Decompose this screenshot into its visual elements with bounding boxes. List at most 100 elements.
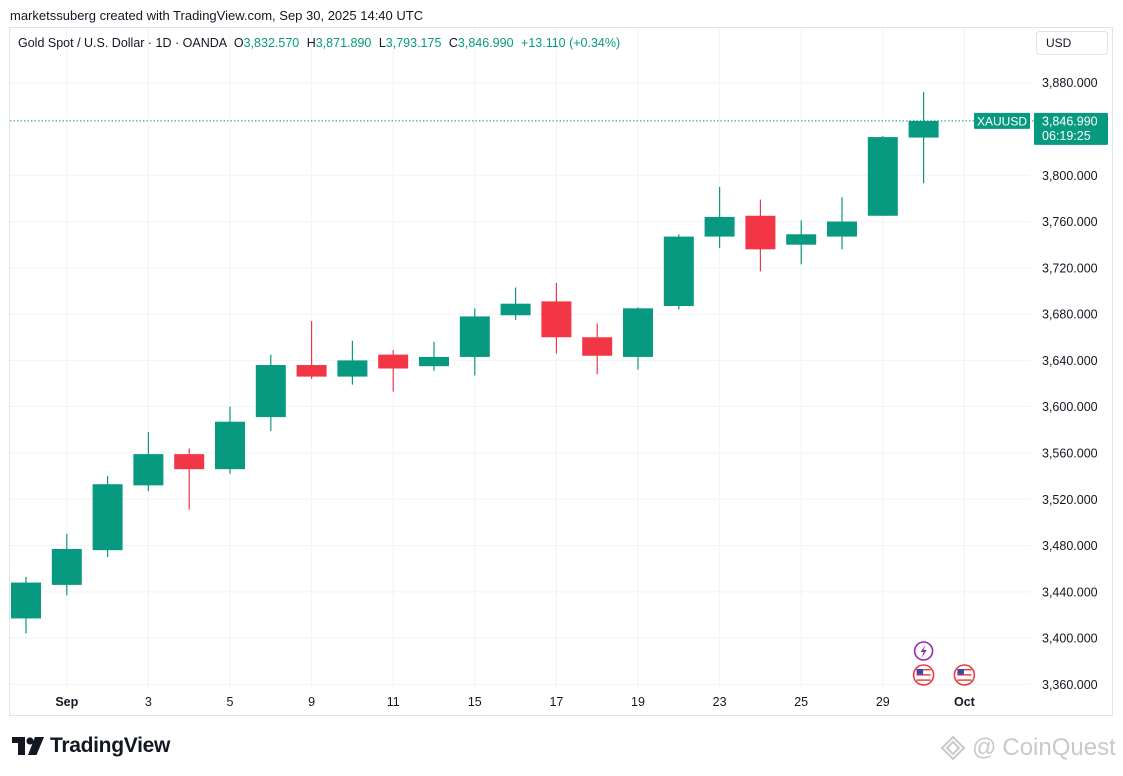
x-tick-label: 15 [468,695,482,709]
candle[interactable] [867,135,898,216]
ticker-tag-label: XAUUSD [977,114,1027,128]
candle-body [786,234,817,245]
lightning-bolt [920,645,927,658]
x-tick-label: 11 [387,695,400,709]
legend-symbol: Gold Spot / U.S. Dollar · 1D · OANDA [18,36,227,50]
ticker-tag: XAUUSD [974,112,1030,129]
candle[interactable] [704,186,735,249]
candle-body [704,216,735,237]
candle[interactable] [745,199,776,272]
chart-frame [9,27,1113,716]
candle-body [500,303,531,316]
watermark-at-sign: @ [972,734,997,761]
candle[interactable] [337,340,368,385]
candle[interactable] [786,220,817,265]
legend-high-label: H [306,36,316,50]
flag-stripe [957,671,972,673]
candle-body [541,301,572,338]
y-tick-label: 3,880.000 [1042,76,1098,90]
x-tick-label: 9 [308,695,315,709]
price-countdown: 06:19:25 [1042,129,1091,143]
candle[interactable] [378,349,409,392]
candle[interactable] [92,476,123,558]
x-tick-label: 25 [794,695,808,709]
y-tick-label: 3,560.000 [1042,446,1098,460]
symbol-legend: Gold Spot / U.S. Dollar · 1D · OANDA O 3,… [18,36,620,50]
last-price-value: 3,846.990 [1042,114,1098,128]
y-tick-label: 3,440.000 [1042,585,1098,599]
flag-stripe [957,676,972,679]
flag-stripe [957,669,972,671]
candle[interactable] [663,234,694,310]
candle-body [459,316,490,357]
candle[interactable] [419,341,449,371]
flag-stripe [916,674,931,676]
candle-body [296,365,327,377]
lightning-event-icon[interactable] [913,641,934,661]
chart-attribution: marketssuberg created with TradingView.c… [10,8,424,23]
x-tick-label: 3 [145,695,152,709]
candle-body [663,236,694,307]
tradingview-logo[interactable]: TradingView [12,734,170,758]
candle[interactable] [174,448,205,510]
candle-body [255,365,286,418]
y-tick-label: 3,360.000 [1042,678,1098,692]
legend-low-value: 3,793.175 [385,36,442,50]
candle[interactable] [623,307,653,370]
event-markers [912,641,976,686]
grid-lines [10,28,1030,688]
legend-close-value: 3,846.990 [457,36,514,50]
candle-body [419,356,449,367]
watermark-diamond-icon [940,735,966,761]
legend-low-label: L [378,36,386,50]
candle[interactable] [296,321,327,379]
watermark-text: CoinQuest [1002,734,1116,761]
candle-body [215,421,245,470]
flag-canton [957,669,964,675]
y-tick-label: 3,600.000 [1042,400,1098,414]
candle-body [51,549,82,585]
tradingview-wordmark: TradingView [50,734,171,757]
candle-body [908,120,939,138]
x-tick-label: 23 [713,695,727,709]
candle-body [11,582,41,619]
legend-change: +13.110 (+0.34%) [521,36,621,50]
candle[interactable] [11,576,41,634]
candle[interactable] [827,197,857,250]
candle[interactable] [215,406,245,474]
flag-stripe [916,671,931,673]
candle-body [337,360,368,377]
flag-stripe [957,679,972,681]
candle-body [745,215,776,250]
candle-body [623,308,653,357]
candle[interactable] [582,323,613,375]
legend-close-label: C [448,36,458,50]
candle[interactable] [908,92,939,184]
candle[interactable] [459,308,490,376]
currency-selector[interactable]: USD [1036,31,1108,55]
x-tick-label: 17 [549,695,563,709]
coinquest-watermark: @ CoinQuest [940,734,1116,762]
candles [11,92,939,634]
candle[interactable] [500,287,531,320]
candle[interactable] [541,282,572,354]
y-tick-label: 3,520.000 [1042,493,1098,507]
price-axis: 3,360.000 3,400.000 3,440.000 3,480.000 3,52… [1042,76,1098,692]
us-flag-event-icon[interactable] [953,664,976,686]
us-flag-event-icon[interactable] [912,664,935,686]
y-tick-label: 3,800.000 [1042,169,1098,183]
candle[interactable] [255,354,286,431]
flag-canton [916,669,924,675]
candle[interactable] [133,432,164,492]
y-tick-label: 3,640.000 [1042,354,1098,368]
ticker-tag-bg [974,112,1030,129]
x-tick-label: Sep [55,695,78,709]
y-tick-label: 3,680.000 [1042,308,1098,322]
candle[interactable] [51,533,82,596]
legend-open-label: O [233,36,244,50]
y-tick-label: 3,760.000 [1042,215,1098,229]
flag-stripe [916,669,931,671]
